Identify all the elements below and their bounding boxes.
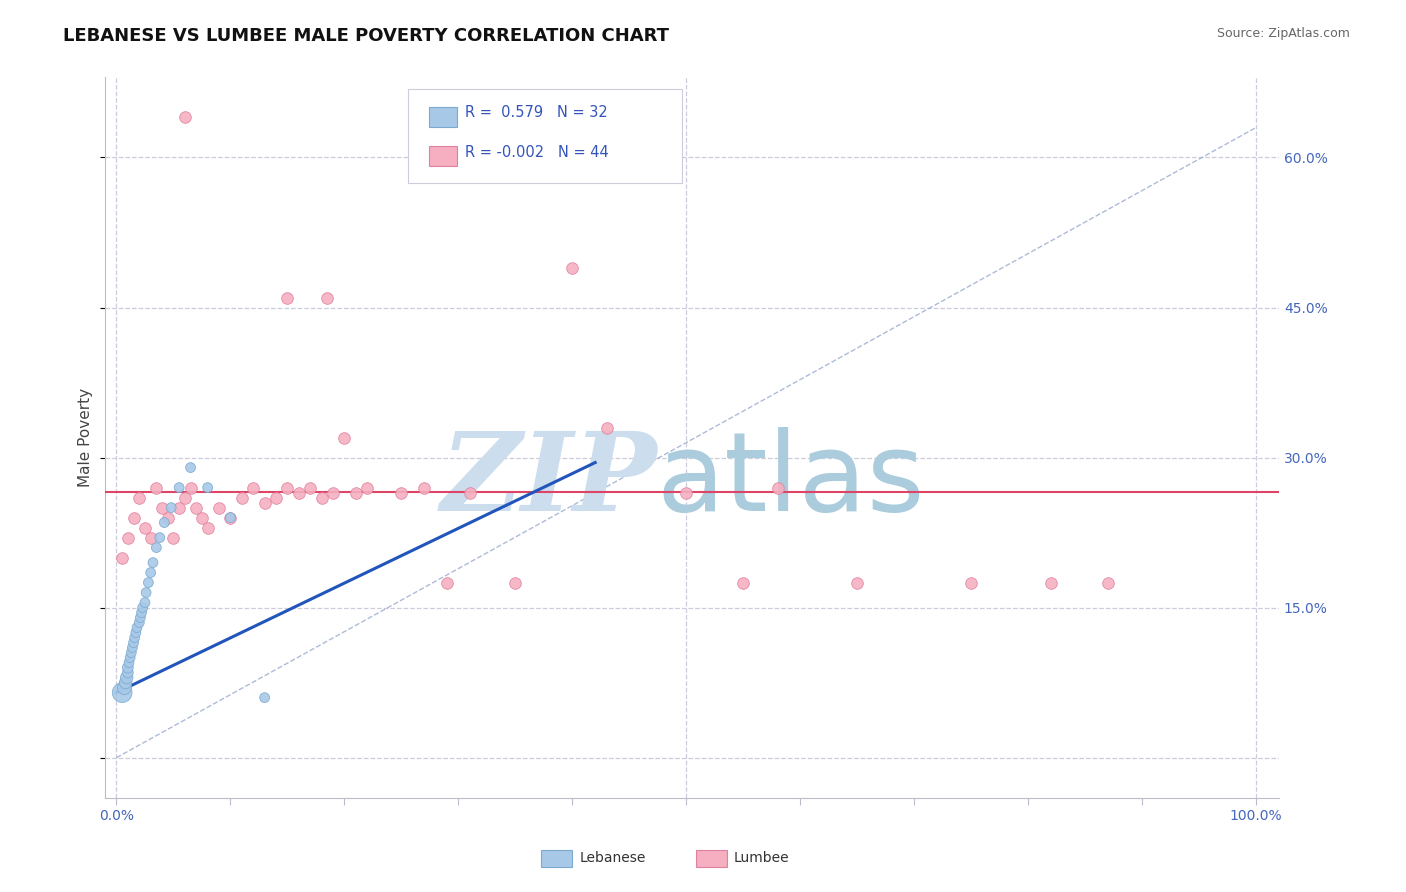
Point bbox=[316, 291, 339, 305]
Point bbox=[118, 656, 141, 670]
Point bbox=[114, 681, 136, 695]
Point bbox=[135, 585, 157, 599]
Point bbox=[253, 690, 276, 705]
Point bbox=[208, 500, 231, 515]
Point bbox=[173, 111, 195, 125]
Point bbox=[122, 635, 145, 649]
Point bbox=[191, 510, 214, 524]
Point bbox=[129, 610, 152, 624]
Point bbox=[150, 500, 173, 515]
Y-axis label: Male Poverty: Male Poverty bbox=[79, 388, 93, 487]
Point bbox=[197, 520, 219, 534]
Point bbox=[153, 516, 176, 530]
Text: R = -0.002   N = 44: R = -0.002 N = 44 bbox=[465, 145, 609, 160]
Point bbox=[186, 500, 208, 515]
Point bbox=[167, 500, 190, 515]
Point bbox=[231, 491, 253, 505]
Point bbox=[160, 500, 183, 515]
Point bbox=[436, 575, 458, 590]
Point bbox=[595, 420, 617, 434]
Point bbox=[561, 260, 583, 275]
Point bbox=[131, 606, 153, 620]
Point bbox=[960, 575, 983, 590]
Point bbox=[111, 550, 134, 565]
Text: Source: ZipAtlas.com: Source: ZipAtlas.com bbox=[1216, 27, 1350, 40]
Point bbox=[322, 485, 344, 500]
Point bbox=[128, 615, 150, 630]
Point bbox=[111, 686, 134, 700]
Point bbox=[413, 481, 436, 495]
Text: R =  0.579   N = 32: R = 0.579 N = 32 bbox=[465, 105, 609, 120]
Point bbox=[333, 431, 356, 445]
Point bbox=[138, 575, 160, 590]
Point bbox=[173, 491, 195, 505]
Point bbox=[117, 531, 139, 545]
Point bbox=[299, 481, 322, 495]
Point bbox=[264, 491, 287, 505]
Point bbox=[180, 460, 202, 475]
Point bbox=[458, 485, 481, 500]
Point bbox=[114, 675, 136, 690]
Point bbox=[219, 510, 242, 524]
Point bbox=[505, 575, 527, 590]
Point bbox=[131, 600, 153, 615]
Point bbox=[120, 646, 142, 660]
Point bbox=[1040, 575, 1063, 590]
Point bbox=[766, 481, 789, 495]
Point bbox=[117, 660, 139, 674]
Point bbox=[117, 665, 139, 680]
Point bbox=[122, 510, 145, 524]
Point bbox=[125, 625, 148, 640]
Point bbox=[180, 481, 202, 495]
Point bbox=[344, 485, 367, 500]
Point bbox=[125, 621, 148, 635]
Point bbox=[242, 481, 264, 495]
Point bbox=[219, 510, 242, 524]
Text: ZIP: ZIP bbox=[440, 427, 657, 534]
Point bbox=[134, 596, 156, 610]
Point bbox=[197, 481, 219, 495]
Point bbox=[276, 291, 298, 305]
Point bbox=[167, 481, 190, 495]
Point bbox=[139, 531, 162, 545]
Point bbox=[311, 491, 333, 505]
Point bbox=[145, 541, 167, 555]
Point bbox=[120, 650, 142, 665]
Point bbox=[115, 671, 138, 685]
Point bbox=[846, 575, 869, 590]
Point bbox=[124, 631, 146, 645]
Point bbox=[253, 495, 276, 509]
Point bbox=[1097, 575, 1119, 590]
Point bbox=[733, 575, 755, 590]
Text: Lumbee: Lumbee bbox=[734, 851, 790, 865]
Point bbox=[134, 520, 156, 534]
Point bbox=[162, 531, 184, 545]
Point bbox=[356, 481, 378, 495]
Point bbox=[276, 481, 298, 495]
Point bbox=[156, 510, 179, 524]
Point bbox=[675, 485, 697, 500]
Point bbox=[389, 485, 412, 500]
Text: Lebanese: Lebanese bbox=[579, 851, 645, 865]
Point bbox=[288, 485, 311, 500]
Text: LEBANESE VS LUMBEE MALE POVERTY CORRELATION CHART: LEBANESE VS LUMBEE MALE POVERTY CORRELAT… bbox=[63, 27, 669, 45]
Point bbox=[145, 481, 167, 495]
Point bbox=[142, 556, 165, 570]
Point bbox=[128, 491, 150, 505]
Point bbox=[139, 566, 162, 580]
Text: atlas: atlas bbox=[657, 427, 925, 534]
Point bbox=[121, 640, 143, 655]
Point bbox=[149, 531, 172, 545]
